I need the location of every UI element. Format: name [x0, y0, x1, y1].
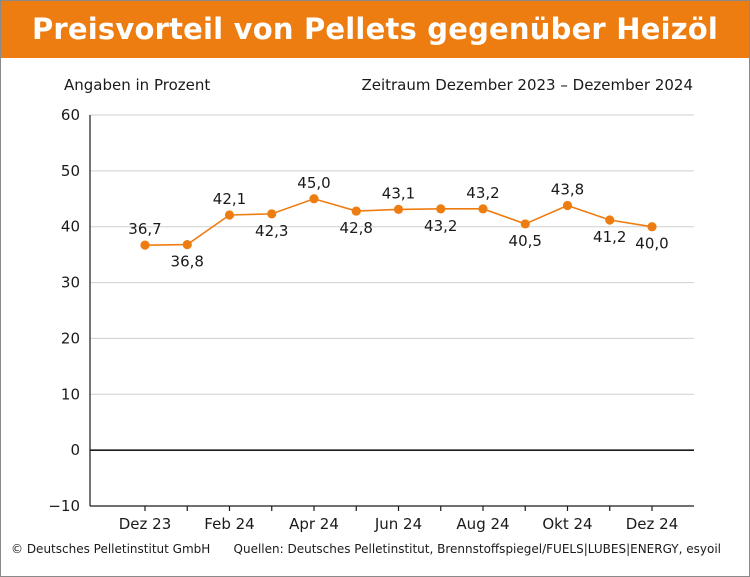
y-tick-label: 20 [61, 329, 80, 347]
data-point [140, 240, 150, 250]
x-tick-label: Dez 24 [626, 515, 679, 533]
data-point [267, 209, 277, 219]
data-label: 43,2 [424, 217, 457, 235]
title-banner: Preisvorteil von Pellets gegenüber Heizö… [1, 1, 749, 58]
x-tick-label: Apr 24 [289, 515, 339, 533]
data-label: 41,2 [593, 228, 626, 246]
y-axis-unit-label: Angaben in Prozent [64, 76, 211, 94]
y-tick-label: 40 [61, 218, 80, 236]
data-label: 43,8 [551, 180, 584, 198]
x-tick-label: Feb 24 [204, 515, 254, 533]
x-tick-label: Aug 24 [456, 515, 509, 533]
data-point [309, 194, 319, 204]
data-label: 45,0 [297, 174, 330, 192]
y-tick-label: −10 [48, 497, 80, 515]
data-point [478, 204, 488, 214]
x-tick-label: Jun 24 [374, 515, 422, 533]
y-tick-label: 60 [61, 106, 80, 124]
data-label: 40,5 [509, 232, 542, 250]
data-label: 43,2 [466, 184, 499, 202]
data-label: 42,3 [255, 222, 288, 240]
data-point [436, 204, 446, 214]
data-point [605, 215, 615, 225]
data-label: 42,1 [213, 190, 246, 208]
y-tick-label: 30 [61, 274, 80, 292]
x-tick-label: Dez 23 [119, 515, 172, 533]
chart-title: Preisvorteil von Pellets gegenüber Heizö… [31, 12, 719, 46]
data-point [520, 219, 530, 229]
data-point [182, 239, 192, 250]
y-tick-label: 50 [61, 162, 80, 180]
data-label: 43,1 [382, 184, 415, 202]
y-tick-label: 10 [61, 385, 80, 403]
data-point [351, 206, 361, 216]
data-point [562, 200, 573, 211]
copyright-note: © Deutsches Pelletinstitut GmbH [11, 542, 211, 556]
x-tick-label: Okt 24 [542, 515, 592, 533]
period-label: Zeitraum Dezember 2023 – Dezember 2024 [361, 76, 693, 94]
data-label: 36,7 [128, 220, 161, 238]
data-point [224, 210, 235, 220]
data-label: 40,0 [635, 235, 668, 253]
y-tick-label: 0 [70, 441, 80, 459]
data-label: 42,8 [340, 219, 373, 237]
data-point [647, 222, 657, 232]
data-point [393, 204, 404, 214]
data-label: 36,8 [171, 253, 204, 271]
source-note: Quellen: Deutsches Pelletinstitut, Brenn… [233, 542, 721, 556]
